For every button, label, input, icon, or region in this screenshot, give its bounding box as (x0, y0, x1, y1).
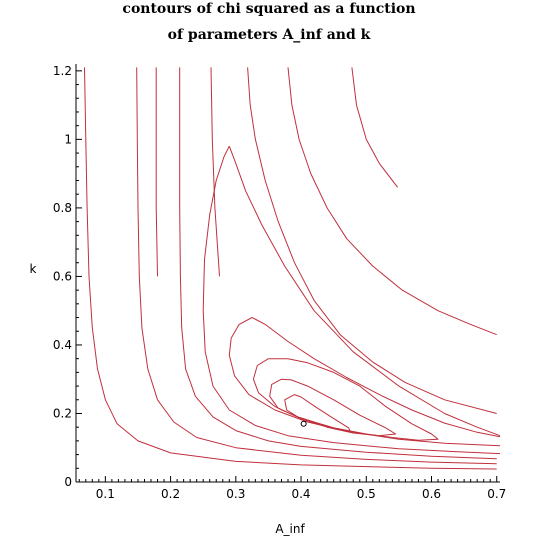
contour-lines (84, 67, 501, 470)
y-tick-label: 1.2 (53, 64, 72, 78)
x-tick-label: 0.6 (422, 487, 441, 501)
contour-line-4 (202, 145, 501, 455)
contour-line-1 (84, 67, 497, 470)
contour-line-11 (155, 67, 158, 277)
contour-line-8 (252, 358, 439, 441)
x-tick-label: 0.3 (226, 487, 245, 501)
chart-title-line-1: contours of chi squared as a function (122, 1, 416, 17)
x-tick-label: 0.4 (291, 487, 310, 501)
y-tick-label: 1 (64, 132, 72, 146)
contour-line-10 (284, 394, 351, 432)
contour-line-6 (228, 317, 501, 447)
contour-line-15 (351, 67, 398, 188)
y-tick-label: 0.8 (53, 201, 72, 215)
axes-group: 0.1 0.2 0.3 0.4 0.5 0.6 0.7 0 0.2 0.4 0.6 0.8 1 1.2 (53, 64, 506, 501)
x-tick-label: 0.2 (161, 487, 180, 501)
contour-line-12 (210, 67, 220, 277)
contour-line-2 (136, 67, 497, 465)
x-tick-label: 0.1 (96, 487, 115, 501)
chart-subtitle: of parameters A_inf and k (167, 27, 371, 43)
contour-line-14 (287, 67, 497, 336)
y-axis-label: k (30, 262, 37, 276)
x-tick-label: 0.5 (357, 487, 376, 501)
contour-line-13 (247, 67, 497, 414)
x-axis-label: A_inf (275, 522, 305, 536)
x-tick-label: 0.7 (487, 487, 506, 501)
markers-group (300, 420, 307, 427)
contour-line-5 (228, 146, 501, 437)
contour-line-7 (251, 317, 501, 438)
minimum-point-marker (300, 420, 307, 427)
y-tick-label: 0 (64, 475, 72, 489)
contour-line-9 (269, 378, 397, 437)
contour-line-3 (179, 67, 497, 460)
y-tick-label: 0.4 (53, 338, 72, 352)
y-tick-label: 0.2 (53, 406, 72, 420)
y-tick-label: 0.6 (53, 269, 72, 283)
